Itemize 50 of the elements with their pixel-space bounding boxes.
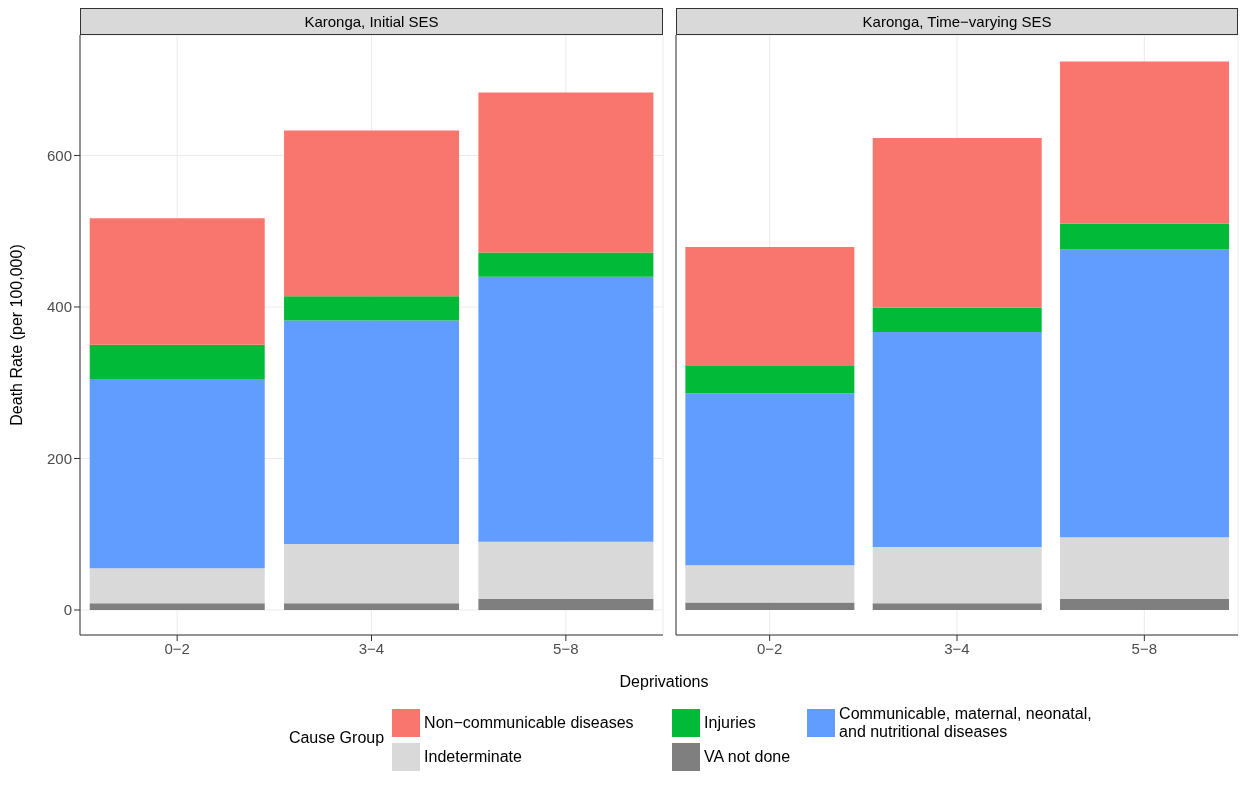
legend-label: Communicable, maternal, neonatal, and nutritional diseases xyxy=(839,705,1093,741)
x-tick-label: 0−2 xyxy=(756,639,783,657)
bar xyxy=(89,218,265,345)
bar xyxy=(284,320,460,545)
bar xyxy=(685,565,855,603)
bar xyxy=(284,603,460,610)
y-tick-label: 600 xyxy=(46,146,72,164)
y-axis-title: Death Rate (per 100,000) xyxy=(7,244,25,426)
chart-title: Karonga, Initial SES xyxy=(80,8,663,35)
bar xyxy=(685,602,855,610)
bar xyxy=(872,138,1042,308)
bar xyxy=(478,252,654,277)
x-tick-label: 5−8 xyxy=(1131,639,1158,657)
bar xyxy=(872,331,1042,548)
bar xyxy=(1060,249,1230,538)
bar xyxy=(89,378,265,569)
bar xyxy=(478,276,654,542)
x-tick-label: 3−4 xyxy=(944,639,970,657)
bar xyxy=(1060,537,1230,599)
bar xyxy=(685,247,855,367)
bar xyxy=(872,307,1042,332)
bar xyxy=(284,296,460,321)
y-tick-label: 200 xyxy=(46,449,72,467)
bar xyxy=(284,544,460,604)
bar xyxy=(89,344,265,379)
y-tick-label: 0 xyxy=(63,601,72,619)
x-axis-title: Deprivations xyxy=(618,673,710,691)
bar xyxy=(284,130,460,297)
legend-label: VA not done xyxy=(704,748,791,766)
chart-title: Karonga, Time−varying SES xyxy=(676,8,1238,35)
bar xyxy=(872,547,1042,604)
bar xyxy=(89,568,265,604)
x-tick-label: 3−4 xyxy=(358,639,385,657)
bar xyxy=(1060,61,1230,224)
legend-label: Indeterminate xyxy=(424,748,522,766)
x-tick-label: 5−8 xyxy=(553,639,579,657)
bar xyxy=(478,541,654,599)
bar xyxy=(685,393,855,566)
bar xyxy=(478,92,654,253)
legend-label: Non−communicable diseases xyxy=(424,714,634,732)
legend-label: Injuries xyxy=(704,714,756,732)
x-tick-label: 0−2 xyxy=(164,639,190,657)
bar xyxy=(1060,598,1230,610)
bar xyxy=(872,603,1042,610)
legend-title: Cause Group xyxy=(288,729,385,747)
bar xyxy=(89,603,265,610)
y-tick-label: 400 xyxy=(46,298,72,316)
bar xyxy=(1060,223,1230,250)
bar xyxy=(685,366,855,394)
bar xyxy=(478,598,654,610)
